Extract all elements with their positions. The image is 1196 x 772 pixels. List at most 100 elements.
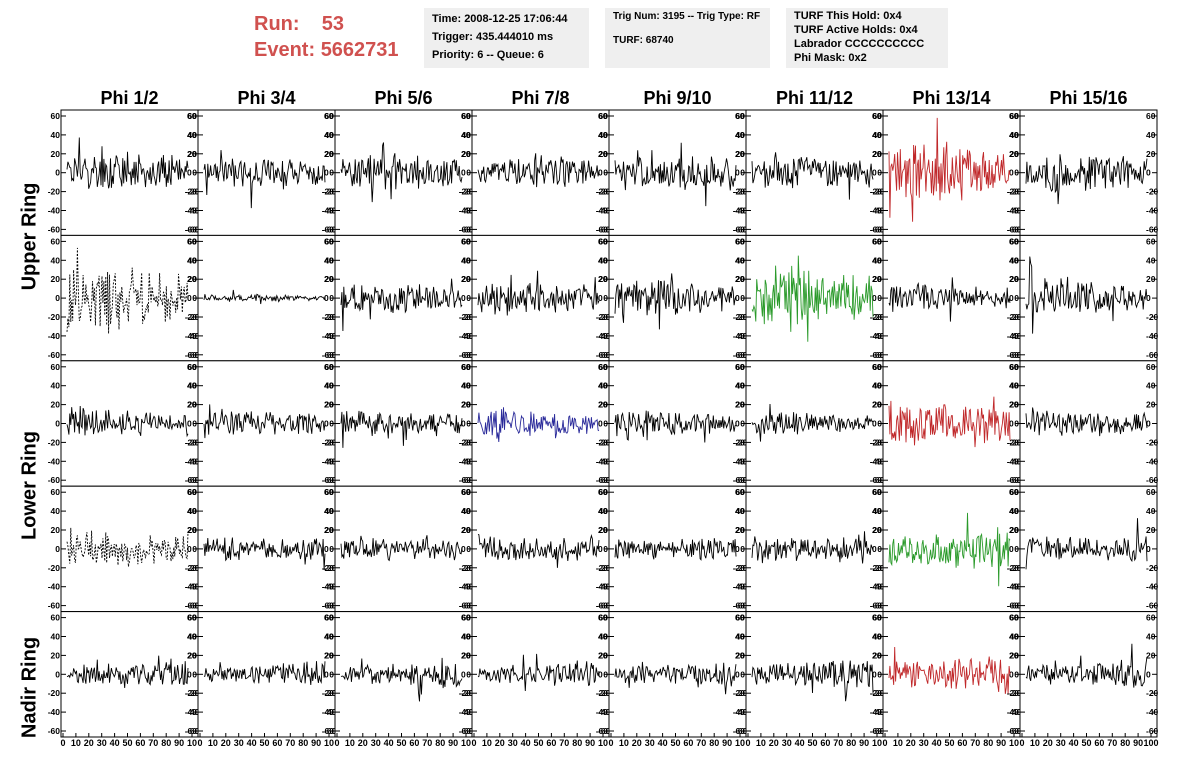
y-tick-label-right: -20 — [598, 312, 611, 322]
y-tick-label: -40 — [596, 331, 609, 341]
y-tick-label-right: -60 — [324, 224, 337, 234]
y-tick-label: -60 — [322, 475, 335, 485]
y-tick-label-right: -60 — [1009, 350, 1022, 360]
y-tick-label-right: -20 — [735, 688, 748, 698]
waveform-trace — [888, 277, 1011, 322]
y-tick-label-right: 40 — [324, 506, 334, 516]
x-tick-label: 40 — [521, 738, 531, 748]
y-tick-label-right: -20 — [598, 187, 611, 197]
y-tick-label-right: -40 — [324, 331, 337, 341]
y-tick-label: -20 — [185, 187, 198, 197]
x-tick-label: 90 — [722, 738, 732, 748]
y-tick-label: 60 — [599, 362, 609, 372]
y-tick-label-right: -60 — [461, 601, 474, 611]
y-tick-label-right: 0 — [187, 669, 192, 679]
y-tick-label-right: 60 — [872, 487, 882, 497]
y-tick-label: 40 — [736, 632, 746, 642]
y-tick-label: -20 — [596, 688, 609, 698]
y-tick-label: -40 — [322, 331, 335, 341]
y-tick-label-right: -60 — [187, 726, 200, 736]
y-tick-label-right: 40 — [735, 632, 745, 642]
y-tick-label-right: -40 — [1009, 206, 1022, 216]
y-tick-label-right: -20 — [187, 563, 200, 573]
y-tick-label-right: -60 — [1009, 224, 1022, 234]
y-tick-label-right: -20 — [1146, 688, 1159, 698]
x-tick-label: 10 — [1030, 738, 1040, 748]
y-tick-label-right: 40 — [598, 632, 608, 642]
y-tick-label-right: 20 — [735, 149, 745, 159]
y-tick-label: 40 — [188, 632, 198, 642]
y-tick-label: 0 — [603, 293, 608, 303]
y-tick-label-right: 60 — [598, 111, 608, 121]
y-tick-label: 40 — [325, 381, 335, 391]
y-tick-label-right: -40 — [872, 582, 885, 592]
y-tick-label-right: 0 — [1009, 669, 1014, 679]
x-tick-label: 50 — [533, 738, 543, 748]
y-tick-label-right: 40 — [598, 506, 608, 516]
y-tick-label-right: -20 — [461, 312, 474, 322]
waveform-trace — [614, 410, 737, 443]
y-tick-label-right: 20 — [872, 400, 882, 410]
y-tick-label: -20 — [185, 312, 198, 322]
y-tick-label: -20 — [459, 563, 472, 573]
y-tick-label: 60 — [325, 487, 335, 497]
y-tick-label: -60 — [185, 224, 198, 234]
y-tick-label: 0 — [466, 293, 471, 303]
y-tick-label-right: -60 — [872, 601, 885, 611]
panel-frame — [745, 611, 884, 738]
y-tick-label-right: 20 — [598, 400, 608, 410]
y-tick-label: -20 — [48, 312, 61, 322]
y-tick-label: -60 — [322, 224, 335, 234]
y-tick-label-right: -60 — [324, 350, 337, 360]
y-tick-label: -20 — [596, 187, 609, 197]
y-tick-label: 0 — [329, 544, 334, 554]
phi-mask-text: Phi Mask: 0x2 — [794, 52, 867, 64]
y-tick-label: 0 — [192, 168, 197, 178]
y-tick-label: 60 — [51, 236, 61, 246]
y-tick-label-right: 40 — [1146, 632, 1156, 642]
y-tick-label-right: 0 — [324, 669, 329, 679]
x-tick-label: 50 — [670, 738, 680, 748]
y-tick-label-right: 60 — [598, 487, 608, 497]
y-tick-label: 60 — [1010, 613, 1020, 623]
y-tick-label-right: 60 — [187, 362, 197, 372]
waveform-trace — [203, 661, 326, 686]
y-tick-label: -60 — [733, 475, 746, 485]
y-tick-label: 20 — [188, 400, 198, 410]
y-tick-label-right: 40 — [1009, 255, 1019, 265]
y-tick-label-right: -60 — [461, 726, 474, 736]
y-tick-label-right: 60 — [1009, 487, 1019, 497]
y-tick-label: -60 — [596, 601, 609, 611]
y-tick-label: 0 — [55, 669, 60, 679]
y-tick-label-right: 20 — [598, 274, 608, 284]
waveform-trace — [66, 405, 189, 438]
y-tick-label: 20 — [873, 149, 883, 159]
y-tick-label: -40 — [459, 456, 472, 466]
y-tick-label: 0 — [192, 544, 197, 554]
y-tick-label-right: 60 — [1146, 236, 1156, 246]
y-tick-label: 60 — [599, 487, 609, 497]
x-tick-label: 90 — [585, 738, 595, 748]
y-tick-label: -20 — [596, 437, 609, 447]
waveform-trace — [614, 142, 737, 207]
y-tick-label-right: 60 — [461, 487, 471, 497]
turf-active-holds-text: TURF Active Holds: 0x4 — [794, 24, 918, 36]
column-label-phi-1-2: Phi 1/2 — [100, 88, 159, 108]
y-tick-label: 20 — [599, 274, 609, 284]
y-tick-label-right: 40 — [324, 255, 334, 265]
waveform-trace — [888, 646, 1011, 694]
y-tick-label: 60 — [462, 111, 472, 121]
waveform-trace — [66, 137, 189, 189]
y-tick-label: 60 — [1010, 362, 1020, 372]
waveform-trace — [614, 273, 737, 330]
y-tick-label: -20 — [1007, 688, 1020, 698]
y-tick-label-right: -20 — [461, 437, 474, 447]
y-tick-label-right: 0 — [187, 544, 192, 554]
y-tick-label-right: -20 — [872, 187, 885, 197]
panel-frame — [197, 485, 336, 613]
time-info-box: Time: 2008-12-25 17:06:44 Trigger: 435.4… — [424, 8, 589, 68]
